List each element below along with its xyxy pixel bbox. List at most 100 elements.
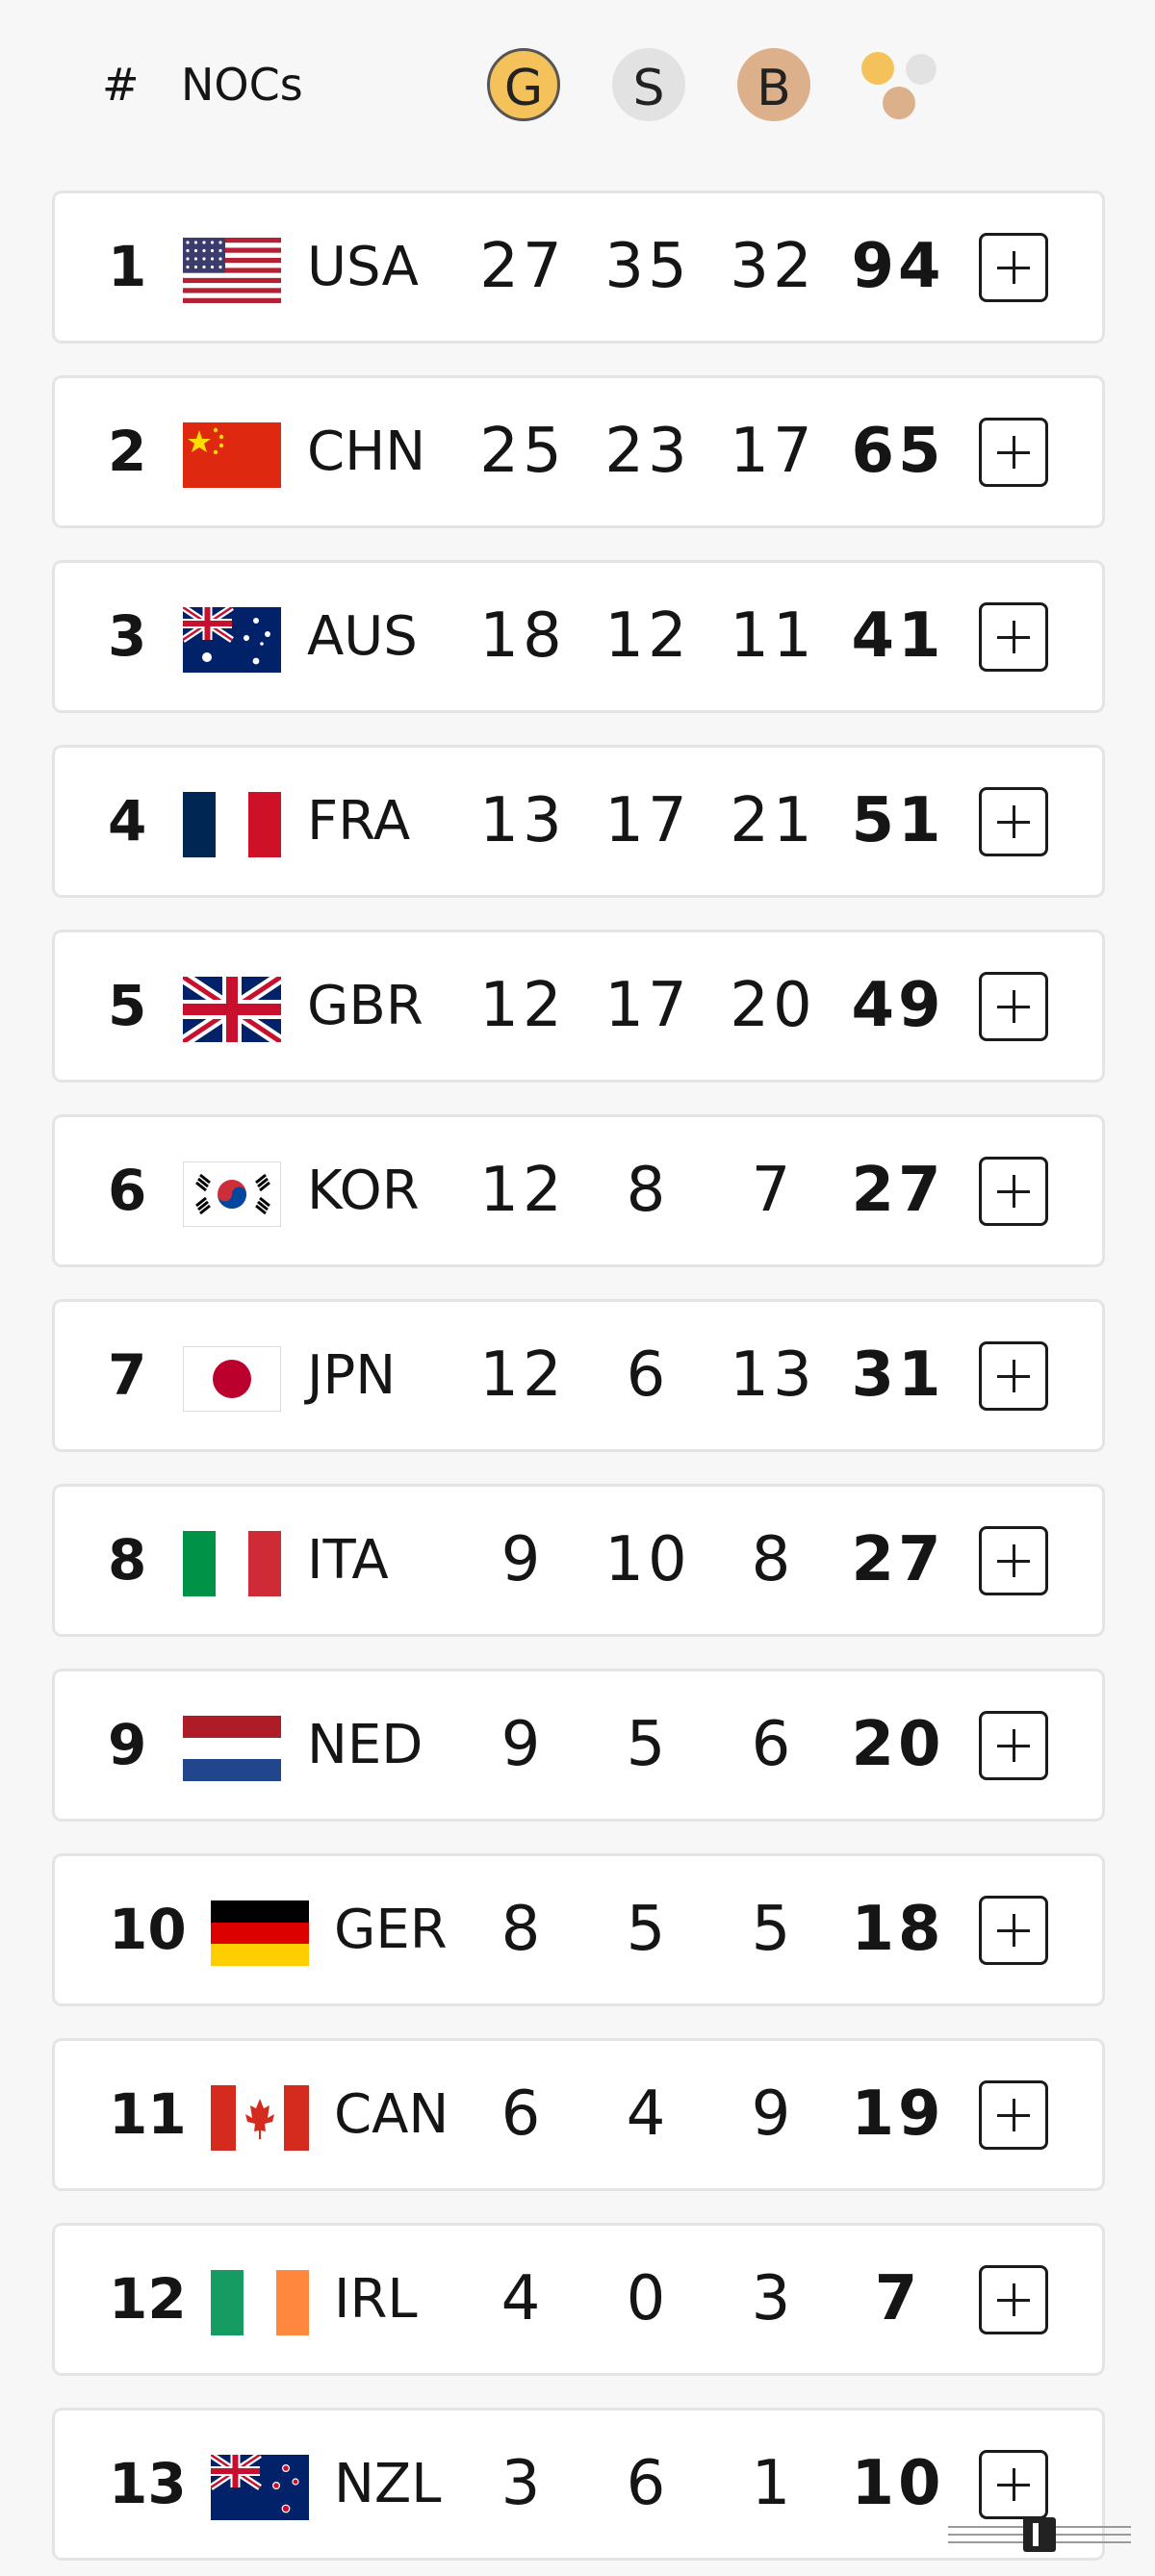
gold-count: 25 [479,416,566,487]
noc-code: NZL [334,2453,442,2515]
bronze-count: 11 [730,600,816,672]
table-row[interactable]: 8 ITA 9 10 8 27 [52,1484,1105,1637]
total-count: 94 [851,231,945,302]
gold-count: 6 [500,2079,545,2150]
bronze-count: 1 [751,2448,795,2519]
gold-count: 9 [500,1709,545,1780]
noc-code: FRA [307,790,411,853]
rank-number: 8 [108,1527,147,1593]
japan-flag-icon [183,1346,281,1412]
gold-count: 27 [479,231,566,302]
bronze-count: 5 [751,1894,795,1965]
rank-number: 12 [109,2266,187,2332]
table-row[interactable]: 11 CAN 6 4 9 19 [52,2038,1105,2191]
gold-count: 18 [479,600,566,672]
table-row[interactable]: 10 GER 8 5 5 18 [52,1853,1105,2006]
table-row[interactable]: 1 USA 27 35 32 94 [52,191,1105,344]
bronze-count: 3 [751,2263,795,2334]
rank-number: 1 [108,234,147,299]
noc-code: CHN [307,421,426,483]
total-count: 31 [851,1339,945,1411]
china-flag-icon [183,422,281,488]
rank-number: 9 [108,1712,147,1777]
expand-row-plus-icon[interactable] [979,1711,1048,1780]
usa-flag-icon [183,238,281,303]
noc-column-header[interactable]: NOCs [181,59,303,111]
rank-number: 11 [109,2081,187,2147]
expand-row-plus-icon[interactable] [979,2450,1048,2519]
expand-row-plus-icon[interactable] [979,233,1048,302]
silver-count: 6 [626,1339,670,1411]
noc-code: IRL [334,2268,418,2331]
expand-row-plus-icon[interactable] [979,1526,1048,1595]
rank-column-header: # [102,59,140,111]
rank-number: 5 [108,973,147,1038]
silver-count: 8 [626,1155,670,1226]
silver-count: 17 [604,785,691,856]
expand-row-plus-icon[interactable] [979,972,1048,1041]
table-row[interactable]: 6 KOR 12 8 7 27 [52,1114,1105,1267]
bronze-count: 17 [730,416,816,487]
expand-row-plus-icon[interactable] [979,1896,1048,1965]
rank-number: 6 [108,1158,147,1223]
bronze-column-label: B [757,60,791,117]
gold-column-label: G [503,60,544,117]
bronze-medal-icon[interactable]: B [737,48,810,121]
rank-number: 3 [108,603,147,669]
gold-count: 12 [479,1339,566,1411]
table-row[interactable]: 2 CHN 25 23 17 65 [52,375,1105,528]
noc-code: ITA [307,1529,389,1592]
silver-medal-icon[interactable]: S [612,48,685,121]
total-count: 19 [851,2079,945,2150]
total-medals-icon[interactable] [861,48,948,125]
bronze-count: 7 [751,1155,795,1226]
expand-row-plus-icon[interactable] [979,1157,1048,1226]
noc-code: AUS [307,605,418,668]
france-flag-icon [183,792,281,857]
table-row[interactable]: 4 FRA 13 17 21 51 [52,745,1105,898]
table-row[interactable]: 12 IRL 4 0 3 7 [52,2223,1105,2376]
gold-count: 9 [500,1524,545,1595]
silver-count: 12 [604,600,691,672]
rank-number: 13 [109,2451,187,2516]
silver-count: 6 [626,2448,670,2519]
expand-row-plus-icon[interactable] [979,787,1048,856]
total-count: 65 [851,416,945,487]
expand-row-plus-icon[interactable] [979,2080,1048,2150]
total-count: 27 [851,1524,945,1595]
gold-count: 4 [500,2263,545,2334]
noc-code: GER [334,1899,448,1961]
total-count: 18 [851,1894,945,1965]
table-row[interactable]: 7 JPN 12 6 13 31 [52,1299,1105,1452]
silver-count: 10 [604,1524,691,1595]
italy-flag-icon [183,1531,281,1596]
medal-table-header: # NOCs G S B [0,0,1155,173]
bronze-count: 8 [751,1524,795,1595]
noc-code: GBR [307,975,424,1037]
total-count: 27 [851,1155,945,1226]
expand-row-plus-icon[interactable] [979,1341,1048,1411]
silver-count: 0 [626,2263,670,2334]
noc-code: KOR [307,1160,420,1222]
total-count: 7 [874,2263,922,2334]
noc-code: JPN [307,1344,397,1407]
noc-code: USA [307,236,419,298]
silver-count: 35 [604,231,691,302]
table-row[interactable]: 9 NED 9 5 6 20 [52,1669,1105,1822]
rank-number: 7 [108,1342,147,1408]
silver-column-label: S [632,60,665,117]
expand-row-plus-icon[interactable] [979,602,1048,672]
table-row[interactable]: 5 GBR 12 17 20 49 [52,930,1105,1083]
table-row[interactable]: 13 NZL 3 6 1 10 [52,2408,1105,2561]
silver-count: 17 [604,970,691,1041]
australia-flag-icon [183,607,281,673]
bronze-count: 9 [751,2079,795,2150]
total-count: 49 [851,970,945,1041]
table-row[interactable]: 3 AUS 18 12 11 41 [52,560,1105,713]
bronze-count: 13 [730,1339,816,1411]
expand-row-plus-icon[interactable] [979,418,1048,487]
gold-medal-icon[interactable]: G [487,48,560,121]
gold-count: 13 [479,785,566,856]
canada-flag-icon [211,2085,309,2151]
expand-row-plus-icon[interactable] [979,2265,1048,2334]
